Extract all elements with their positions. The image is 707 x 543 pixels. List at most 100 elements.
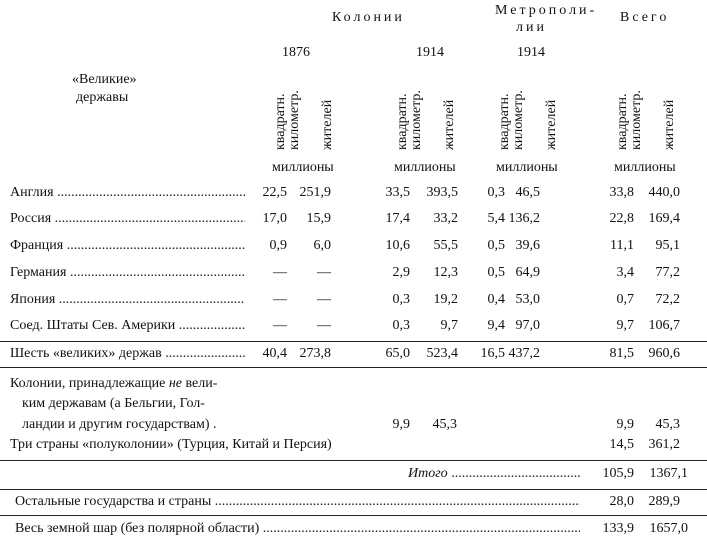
cell: 9,4 (487, 318, 506, 333)
year-1876: 1876 (282, 45, 310, 60)
cell: 97,0 (515, 318, 541, 333)
cell: 64,9 (515, 265, 541, 280)
cell: 72,2 (655, 292, 681, 307)
divider (0, 460, 707, 461)
cell: 1367,1 (649, 466, 689, 481)
cell: 45,3 (655, 417, 681, 432)
cell: 9,9 (616, 417, 635, 432)
divider (0, 489, 707, 490)
cell: 9,9 (392, 417, 411, 432)
cell: 106,7 (648, 318, 681, 333)
units-label: миллионы (394, 160, 456, 175)
cell: — (317, 292, 331, 307)
cell: 33,2 (433, 211, 459, 226)
other-colonies-line1: Колонии, принадлежащие не вели- (10, 376, 218, 391)
other-colonies-line3: ландии и другим государствам) . (22, 417, 217, 432)
cell: 251,9 (299, 185, 332, 200)
world-label: Весь земной шар (без полярной области) (15, 521, 580, 537)
cell: 0,4 (487, 292, 506, 307)
cell: 95,1 (655, 238, 681, 253)
cell: 9,7 (440, 318, 459, 333)
row-label: Франция (10, 238, 245, 254)
row-header-2: державы (76, 90, 129, 105)
cell: 960,6 (648, 346, 681, 361)
cell: 289,9 (648, 494, 681, 509)
subhead-area-2: километр. (511, 90, 526, 150)
cell: 0,5 (487, 265, 506, 280)
cell: 0,3 (487, 185, 506, 200)
units-label: миллионы (496, 160, 558, 175)
cell: 33,5 (385, 185, 411, 200)
year-1914-metropoles: 1914 (517, 45, 545, 60)
cell: 14,5 (609, 437, 635, 452)
subhead-area: квадратн. (497, 93, 512, 150)
header-metropoles-2: лии (516, 20, 547, 35)
cell: 105,9 (602, 466, 635, 481)
cell: 361,2 (648, 437, 681, 452)
cell: 28,0 (609, 494, 635, 509)
row-label: Япония (10, 292, 245, 308)
cell: 11,1 (610, 238, 634, 253)
row-header-1: «Великие» (72, 72, 137, 87)
cell: 393,5 (426, 185, 459, 200)
cell: 55,5 (433, 238, 459, 253)
subhead-area: квадратн. (395, 93, 410, 150)
subhead-area-2: километр. (629, 90, 644, 150)
header-total: Всего (620, 10, 670, 25)
cell: 0,5 (487, 238, 506, 253)
subtotal-label: Итого (408, 466, 580, 482)
cell: 133,9 (602, 521, 635, 536)
subhead-area-2: километр. (409, 90, 424, 150)
cell: 33,8 (609, 185, 635, 200)
cell: 16,5 (480, 346, 506, 361)
cell: 22,8 (609, 211, 635, 226)
cell: 2,9 (392, 265, 411, 280)
cell: 45,3 (432, 417, 458, 432)
rest-label: Остальные государства и страны (15, 494, 580, 510)
cell: — (317, 265, 331, 280)
cell: — (273, 318, 287, 333)
cell: 5,4 (487, 211, 506, 226)
cell: 440,0 (648, 185, 681, 200)
cell: 9,7 (616, 318, 635, 333)
cell: 136,2 (508, 211, 541, 226)
cell: 169,4 (648, 211, 681, 226)
cell: — (317, 318, 331, 333)
cell: 273,8 (299, 346, 332, 361)
row-label: Соед. Штаты Сев. Америки (10, 318, 245, 334)
cell: 0,7 (616, 292, 635, 307)
subhead-population: жителей (320, 99, 335, 150)
cell: 39,6 (515, 238, 541, 253)
subhead-area: квадратн. (615, 93, 630, 150)
divider (0, 341, 707, 342)
other-colonies-line2: ким державам (а Бельгии, Гол- (22, 396, 205, 411)
cell: 0,3 (392, 318, 411, 333)
cell: 15,9 (306, 211, 332, 226)
row-label: Шесть «великих» держав (10, 346, 245, 362)
cell: — (273, 265, 287, 280)
cell: 10,6 (385, 238, 411, 253)
header-colonies: Колонии (332, 10, 405, 25)
units-label: миллионы (272, 160, 334, 175)
cell: 12,3 (433, 265, 459, 280)
cell: 40,4 (262, 346, 288, 361)
subhead-area-2: километр. (287, 90, 302, 150)
cell: 77,2 (655, 265, 681, 280)
units-label: миллионы (614, 160, 676, 175)
cell: — (273, 292, 287, 307)
cell: 3,4 (616, 265, 635, 280)
cell: 81,5 (609, 346, 635, 361)
subhead-population: жителей (544, 99, 559, 150)
cell: 6,0 (313, 238, 332, 253)
cell: 46,5 (515, 185, 541, 200)
row-label: Россия (10, 211, 245, 227)
cell: 65,0 (385, 346, 411, 361)
cell: 53,0 (515, 292, 541, 307)
divider (0, 515, 707, 516)
cell: 0,3 (392, 292, 411, 307)
cell: 437,2 (508, 346, 541, 361)
cell: 22,5 (262, 185, 288, 200)
subhead-population: жителей (442, 99, 457, 150)
cell: 17,4 (385, 211, 411, 226)
